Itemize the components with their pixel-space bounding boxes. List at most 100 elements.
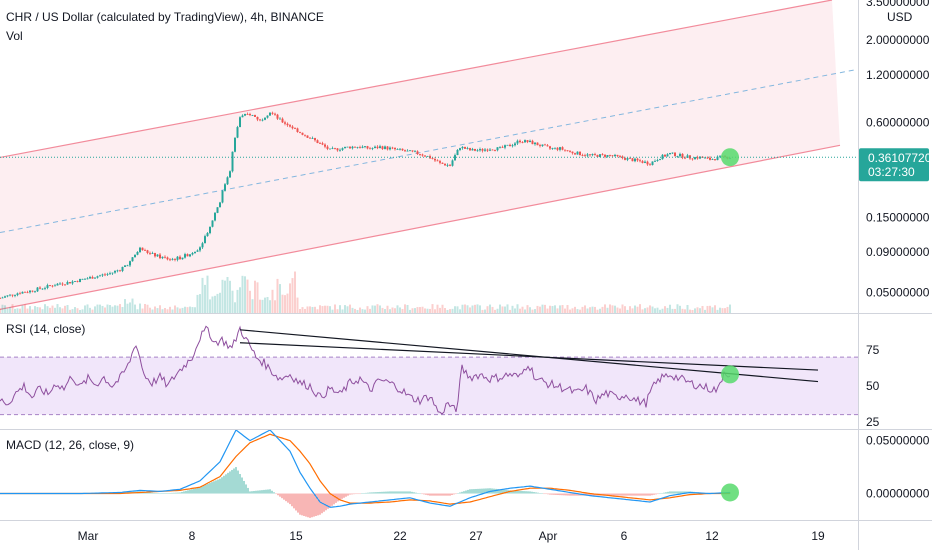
macd-hist-bar (391, 491, 393, 494)
candle (539, 145, 541, 147)
candle (74, 281, 76, 282)
macd-hist-bar (641, 493, 643, 496)
macd-hist-bar (351, 493, 353, 495)
candle (499, 146, 501, 148)
volume-bar (649, 305, 651, 313)
volume-bar (161, 309, 164, 313)
candle (136, 251, 139, 255)
rsi-axis[interactable]: 75 50 25 (866, 343, 880, 429)
candle (396, 149, 399, 150)
candle (286, 123, 289, 126)
volume-bar (621, 304, 624, 313)
macd-hist-bar (263, 489, 265, 494)
macd-hist-bar (357, 493, 359, 495)
volume-bar (576, 309, 579, 313)
macd-hist-bar (295, 493, 297, 511)
candle (41, 288, 44, 290)
volume-bar (86, 304, 89, 313)
volume-bar (189, 306, 191, 313)
volume-bar (209, 299, 211, 313)
channel-lower-line[interactable] (0, 144, 841, 310)
candle (586, 154, 589, 156)
macd-hist-bar (329, 493, 331, 508)
macd-hist-bar (677, 491, 679, 494)
volume-bar (496, 308, 499, 313)
rsi-pane[interactable] (0, 325, 858, 416)
main-pane[interactable] (0, 0, 858, 313)
candle (394, 147, 396, 150)
volume-bar (191, 307, 194, 313)
candle (176, 256, 179, 260)
candle (154, 253, 156, 257)
candle (716, 156, 719, 161)
macd-axis[interactable]: 0.05000000 0.00000000 (866, 434, 930, 501)
candle (711, 159, 714, 160)
macd-hist-bar (623, 493, 625, 496)
macd-hist-bar (229, 471, 231, 494)
candle (564, 149, 566, 151)
candle (294, 128, 296, 130)
macd-hist-bar (525, 491, 527, 494)
channel-mid-line[interactable] (0, 69, 857, 234)
candle (241, 115, 244, 118)
candle (24, 291, 26, 293)
macd-hist-bar (293, 493, 295, 509)
macd-hist-bar (565, 493, 567, 496)
macd-hist-bar (485, 488, 487, 494)
volume-bar (596, 309, 599, 313)
candle (1, 297, 4, 299)
candle (306, 135, 309, 138)
macd-hist-bar (151, 492, 153, 494)
macd-hist-bar (609, 493, 611, 496)
macd-hist-bar (481, 488, 483, 494)
candle (111, 272, 114, 274)
volume-bar (706, 305, 709, 313)
candle (219, 202, 221, 208)
volume-bar (266, 296, 269, 313)
macd-pane[interactable] (0, 430, 739, 518)
candle (216, 207, 219, 213)
candle (444, 163, 446, 166)
candle (109, 273, 111, 275)
candle (411, 150, 414, 152)
volume-bar (109, 305, 111, 313)
macd-hist-bar (421, 493, 423, 495)
volume-bar (474, 304, 476, 313)
macd-hist-bar (447, 493, 449, 496)
volume-bar (609, 304, 611, 313)
candle (101, 274, 104, 276)
volume-bar (634, 305, 636, 313)
volume-bars (0, 271, 731, 313)
macd-hist-bar (249, 491, 251, 494)
volume-bar (696, 307, 699, 313)
macd-hist-bar (187, 490, 189, 494)
candle (231, 151, 234, 172)
candle (461, 146, 464, 149)
macd-hist-bar (379, 491, 381, 494)
macd-hist-bar (675, 491, 677, 494)
last-price-label: 0.36107720 (868, 151, 932, 165)
time-tick-label: 15 (289, 529, 303, 543)
candle (706, 157, 709, 159)
candle (361, 146, 364, 148)
candle (679, 153, 681, 157)
volume-bar (724, 308, 726, 313)
candle (289, 125, 291, 127)
volume-bar (499, 304, 501, 313)
time-axis[interactable]: Mar 8 15 22 27 Apr 6 12 19 (78, 529, 825, 543)
volume-bar (26, 308, 29, 313)
volume-bar (146, 304, 149, 313)
macd-hist-bar (217, 479, 219, 494)
volume-bar (501, 306, 504, 313)
price-axis[interactable]: 3.50000000 2.00000000 1.20000000 0.60000000… (866, 0, 930, 299)
countdown-label: 03:27:30 (868, 165, 915, 179)
candle (61, 283, 64, 285)
volume-bar (629, 306, 631, 313)
macd-hist-bar (285, 493, 287, 502)
macd-hist-bar (467, 489, 469, 494)
volume-bar (9, 307, 11, 313)
macd-hist-bar (253, 490, 255, 494)
volume-bar (316, 309, 319, 313)
candle (456, 149, 459, 156)
channel-upper-line[interactable] (0, 0, 833, 159)
